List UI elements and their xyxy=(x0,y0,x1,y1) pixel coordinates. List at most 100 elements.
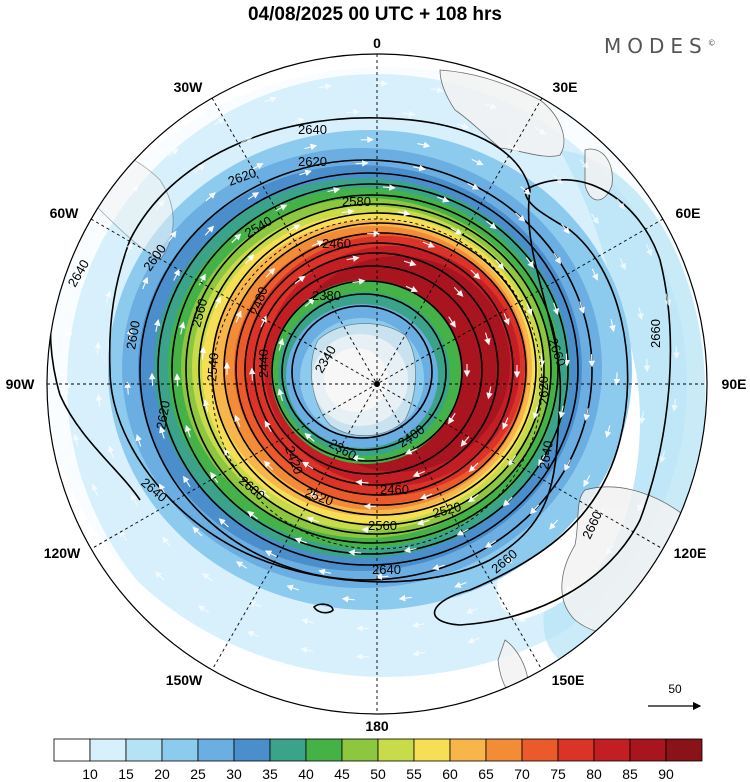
wind-vector-arrow xyxy=(637,499,645,512)
colorbar-swatch xyxy=(665,738,703,762)
wind-vector-arrow xyxy=(129,185,139,196)
wind-vector-arrow xyxy=(639,411,646,425)
lon-label-120w: 120W xyxy=(44,545,81,561)
wind-vector-arrow xyxy=(518,614,531,622)
brand-text: MODES xyxy=(604,34,708,58)
contour-label: 2580 xyxy=(342,194,371,209)
wind-vector-arrow xyxy=(486,386,493,400)
wind-vector-arrow xyxy=(304,297,316,307)
lon-label-120e: 120E xyxy=(674,545,707,561)
wind-vector-arrow xyxy=(218,518,229,528)
polar-map xyxy=(47,54,707,714)
antarctica-landmass xyxy=(311,323,416,437)
contour-2340 xyxy=(291,305,433,439)
colorbar-swatch xyxy=(593,738,631,762)
wind-vector-arrow xyxy=(484,332,491,346)
wind-vector-arrow xyxy=(538,354,545,368)
contour-label: 2440 xyxy=(256,349,271,378)
contour-2580 xyxy=(171,183,569,555)
colorbar-tick-label: 60 xyxy=(442,766,458,782)
wind-vector-arrow xyxy=(403,546,417,554)
wind-vector-arrow xyxy=(520,186,531,195)
wind-vector-arrow xyxy=(286,584,300,592)
wind-vector-arrow xyxy=(664,293,671,307)
wind-vector-arrow xyxy=(560,549,570,559)
colorbar-swatch xyxy=(53,738,91,762)
wind-vector-arrow xyxy=(231,233,242,244)
colorbar-swatch xyxy=(233,738,271,762)
wind-vector-arrow xyxy=(525,257,534,269)
wind-vector-arrow xyxy=(235,561,248,569)
wind-vector-arrow xyxy=(553,252,561,265)
contour-2380 xyxy=(271,280,463,462)
colorbar-tick-label: 10 xyxy=(82,766,98,782)
wind-vector-arrow xyxy=(502,417,509,430)
wind-vector-arrow xyxy=(148,372,156,386)
wind-vector-arrow xyxy=(405,448,418,455)
wind-vector-arrow xyxy=(552,174,563,185)
wind-vector-arrow xyxy=(174,373,181,387)
wind-vector-arrow xyxy=(247,192,260,200)
wind-vector-arrow xyxy=(529,504,540,515)
wind-vector-arrow xyxy=(264,96,277,103)
contour-2560 xyxy=(185,194,559,544)
wind-vector-arrow xyxy=(503,312,510,326)
wind-vector-arrow xyxy=(299,169,312,177)
wind-vector-arrow xyxy=(351,455,365,462)
wind-vector-arrow xyxy=(412,470,425,477)
wind-vector-arrow xyxy=(155,199,165,211)
wind-vector-arrow xyxy=(375,573,389,580)
lon-label-60e: 60E xyxy=(676,205,701,221)
wind-vector-arrow xyxy=(416,519,430,526)
wind-vectors xyxy=(64,80,680,660)
wind-vector-arrow xyxy=(308,492,322,499)
colorbar xyxy=(53,738,703,762)
wind-vector-arrow xyxy=(471,158,484,166)
wind-vector-arrow xyxy=(126,327,134,341)
wind-vector-arrow xyxy=(346,255,360,262)
wind-vector-arrow xyxy=(198,273,206,286)
wind-vector-arrow xyxy=(304,143,318,151)
wind-vector-arrow xyxy=(355,479,369,486)
wind-vector-arrow xyxy=(154,571,165,581)
contour-label: 2460 xyxy=(322,236,351,251)
wind-vector-arrow xyxy=(168,147,179,157)
contour-label: 2620 xyxy=(153,399,173,430)
wind-vector-arrow xyxy=(277,388,284,402)
wind-vector-arrow xyxy=(107,445,115,458)
colorbar-tick-label: 35 xyxy=(262,766,278,782)
wind-vector-arrow xyxy=(264,420,272,432)
wind-vector-arrow xyxy=(244,254,255,264)
wind-vector-arrow xyxy=(583,408,591,421)
contour-label: 2460 xyxy=(380,482,409,497)
wind-vector-arrow xyxy=(202,573,213,582)
contour-label: 2620 xyxy=(536,376,551,405)
colorbar-tick-label: 20 xyxy=(154,766,170,782)
wind-vector-arrow xyxy=(578,301,585,314)
wind-vector-arrow xyxy=(432,563,445,571)
wind-vector-arrow xyxy=(467,183,480,190)
wind-vector-arrow xyxy=(78,276,85,290)
wind-vector-arrow xyxy=(105,290,112,304)
contour-label: 2560 xyxy=(368,518,397,533)
wind-vector-arrow xyxy=(240,136,253,144)
wind-vector-arrow xyxy=(161,536,172,547)
lon-label-30e: 30E xyxy=(553,79,578,95)
wind-vector-arrow xyxy=(130,493,138,506)
wind-vector-arrow xyxy=(450,227,463,235)
wind-vector-arrow xyxy=(95,393,103,407)
colorbar-tick-label: 55 xyxy=(406,766,422,782)
lon-label-30w: 30W xyxy=(174,79,204,95)
contour-2640 xyxy=(108,117,562,583)
copyright-mark: © xyxy=(707,38,716,48)
wind-vector-arrow xyxy=(579,159,590,169)
colorbar-tick-label: 15 xyxy=(118,766,134,782)
contour-2360 xyxy=(281,293,447,451)
wind-vector-arrow xyxy=(505,555,517,564)
colorbar-tick-label: 30 xyxy=(226,766,242,782)
lon-label-90w: 90W xyxy=(6,376,36,392)
madagascar-landmass xyxy=(584,148,613,201)
colorbar-swatch xyxy=(485,738,523,762)
map-boundary xyxy=(46,53,708,715)
wind-vector-arrow xyxy=(456,528,469,536)
